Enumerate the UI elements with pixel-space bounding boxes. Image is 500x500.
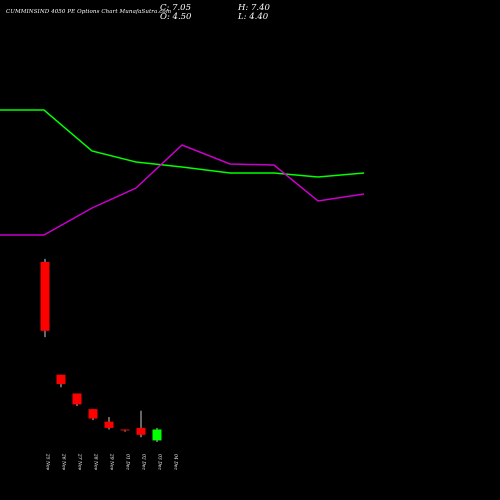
close-value: C: 7.05 [160, 3, 191, 13]
candle-body [136, 427, 146, 435]
ohlc-readout: C: 7.05 H: 7.40 O: 4.50 L: 4.40 [160, 4, 316, 22]
open-value: O: 4.50 [160, 12, 192, 22]
low-value: L: 4.40 [238, 12, 269, 22]
candle-8 [152, 427, 162, 442]
high-value: H: 7.40 [238, 3, 270, 13]
x-tick-label: 04 Dec [173, 454, 179, 470]
x-tick-label: 25 Nov [45, 453, 51, 471]
indicator-lines [0, 109, 365, 236]
x-tick-label: 01 Dec [125, 454, 131, 470]
candle-body [40, 262, 50, 331]
candle-2 [56, 374, 66, 388]
indicator-line-2 [0, 144, 365, 236]
candle-7 [136, 410, 146, 438]
x-tick-label: 29 Nov [109, 453, 115, 471]
candle-body [56, 374, 66, 385]
candlesticks [40, 258, 162, 442]
x-axis-labels: 25 Nov 26 Nov 27 Nov 28 Nov 29 Nov 01 Dec 02 D… [45, 453, 179, 471]
candle-body [152, 429, 162, 441]
chart-title: CUMMINSIND 4050 PE Options Chart MunafaS… [6, 9, 172, 15]
x-tick-label: 26 Nov [61, 453, 67, 471]
candle-body [120, 429, 130, 431]
x-tick-label: 03 Dec [157, 454, 163, 470]
x-tick-label: 28 Nov [93, 453, 99, 471]
x-tick-label: 02 Dec [141, 454, 147, 470]
indicator-line-1 [0, 109, 365, 178]
candle-4 [88, 409, 98, 421]
x-tick-label: 27 Nov [77, 453, 83, 471]
candle-body [104, 421, 114, 428]
candle-1 [40, 258, 50, 338]
candle-3 [72, 393, 82, 406]
candle-body [72, 393, 82, 405]
candle-5 [104, 416, 114, 430]
candle-6 [120, 429, 130, 432]
candle-body [88, 409, 98, 419]
